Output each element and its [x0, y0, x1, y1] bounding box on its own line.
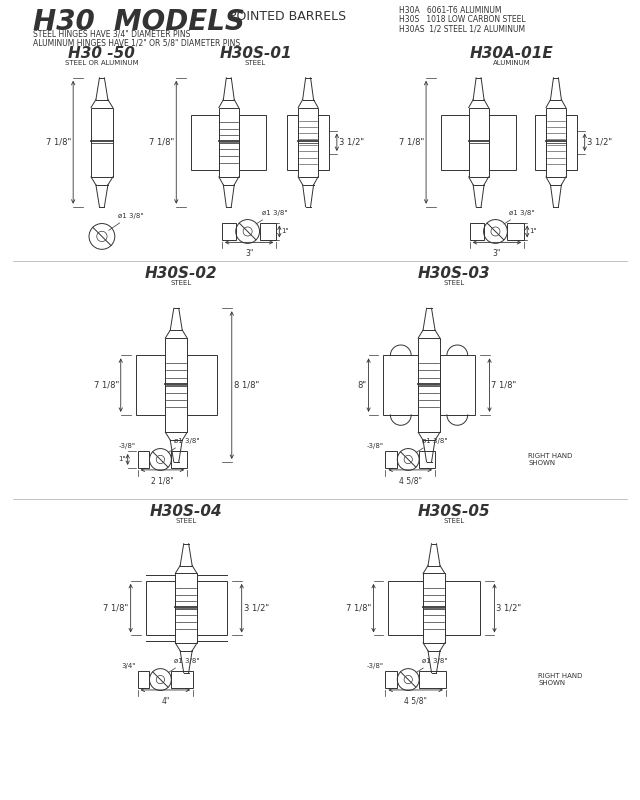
Bar [172, 451, 187, 468]
Bar [136, 355, 165, 415]
Bar [219, 107, 239, 177]
Text: -3/8": -3/8" [118, 443, 136, 449]
Bar [383, 355, 418, 415]
Text: ALUMINUM HINGES HAVE 1/2" OR 5/8" DIAMETER PINS: ALUMINUM HINGES HAVE 1/2" OR 5/8" DIAMET… [33, 38, 239, 47]
Bar [441, 115, 468, 170]
Text: 8 1/8": 8 1/8" [234, 381, 259, 390]
Bar [508, 222, 524, 240]
Text: STEEL: STEEL [444, 280, 465, 286]
Bar [418, 338, 440, 432]
Bar [172, 671, 193, 688]
Text: 7 1/8": 7 1/8" [346, 604, 372, 613]
Text: ø1 3/8": ø1 3/8" [168, 658, 200, 673]
Bar [165, 338, 187, 432]
Bar [145, 581, 175, 635]
Bar [419, 671, 446, 688]
Text: ø1 3/8": ø1 3/8" [504, 210, 535, 224]
Text: 1": 1" [118, 457, 125, 462]
Bar [222, 222, 236, 240]
Bar [385, 451, 397, 468]
Text: ø1 3/8": ø1 3/8" [416, 438, 447, 453]
Text: 7 1/8": 7 1/8" [46, 138, 71, 146]
Text: H30AS  1/2 STEEL 1/2 ALUMINUM: H30AS 1/2 STEEL 1/2 ALUMINUM [399, 24, 525, 34]
Text: 4 5/8": 4 5/8" [404, 697, 427, 706]
Text: STEEL OR ALUMINUM: STEEL OR ALUMINUM [65, 60, 139, 66]
Text: 7 1/8": 7 1/8" [149, 138, 174, 146]
Text: 3": 3" [245, 250, 253, 258]
Bar [191, 115, 219, 170]
Bar [239, 115, 266, 170]
Text: -3/8": -3/8" [367, 663, 383, 669]
Bar [175, 574, 197, 643]
Text: ø1 3/8": ø1 3/8" [168, 438, 200, 453]
Text: 7 1/8": 7 1/8" [399, 138, 424, 146]
Text: 8": 8" [358, 381, 367, 390]
Bar [138, 451, 150, 468]
Text: ø1 3/8": ø1 3/8" [416, 658, 447, 673]
Text: H30A   6061-T6 ALUMINUM: H30A 6061-T6 ALUMINUM [399, 6, 502, 15]
Bar [187, 355, 217, 415]
Text: H30S-03: H30S-03 [417, 266, 490, 281]
Bar [440, 355, 475, 415]
Bar [546, 107, 566, 177]
Text: STEEL HINGES HAVE 3/4" DIAMETER PINS: STEEL HINGES HAVE 3/4" DIAMETER PINS [33, 30, 190, 38]
Bar [197, 581, 227, 635]
Text: 7 1/8": 7 1/8" [492, 381, 516, 390]
Text: 7 1/8": 7 1/8" [93, 381, 119, 390]
Text: 3/4": 3/4" [121, 663, 136, 669]
Bar [138, 671, 150, 688]
Bar [298, 107, 318, 177]
Text: POINTED BARRELS: POINTED BARRELS [228, 10, 346, 23]
Text: ALUMINUM: ALUMINUM [492, 60, 530, 66]
Bar [535, 114, 546, 170]
Text: H30S-04: H30S-04 [150, 504, 223, 519]
Bar [318, 114, 329, 170]
Text: 4": 4" [161, 697, 170, 706]
Bar [423, 574, 445, 643]
Text: H30 -50: H30 -50 [68, 46, 135, 61]
Text: H30A-01E: H30A-01E [470, 46, 553, 61]
Text: -3/8": -3/8" [367, 443, 383, 449]
Text: RIGHT HAND
SHOWN: RIGHT HAND SHOWN [538, 673, 582, 686]
Text: 3 1/2": 3 1/2" [339, 138, 364, 146]
Text: 3 1/2": 3 1/2" [244, 604, 269, 613]
Text: STEEL: STEEL [245, 60, 266, 66]
Text: H30S-05: H30S-05 [417, 504, 490, 519]
Bar [566, 114, 577, 170]
Text: 3 1/2": 3 1/2" [497, 604, 522, 613]
Text: 1": 1" [282, 229, 289, 234]
Text: ø1 3/8": ø1 3/8" [256, 210, 287, 224]
Text: H30S-01: H30S-01 [220, 46, 292, 61]
Bar [445, 581, 479, 635]
Bar [388, 581, 423, 635]
Text: STEEL: STEEL [171, 280, 192, 286]
Text: H30  MODELS: H30 MODELS [33, 9, 244, 37]
Text: 1": 1" [529, 229, 537, 234]
Text: STEEL: STEEL [175, 518, 196, 524]
Text: 3 1/2": 3 1/2" [587, 138, 612, 146]
Text: H30S-02: H30S-02 [145, 266, 218, 281]
Bar [419, 451, 435, 468]
Text: RIGHT HAND
SHOWN: RIGHT HAND SHOWN [528, 453, 573, 466]
Text: 4 5/8": 4 5/8" [399, 477, 422, 486]
Bar [287, 114, 298, 170]
Text: 7 1/8": 7 1/8" [104, 604, 129, 613]
Text: 3": 3" [493, 250, 501, 258]
Bar [488, 115, 516, 170]
Bar [260, 222, 276, 240]
Bar [91, 107, 113, 177]
Bar [470, 222, 484, 240]
Text: H30S   1018 LOW CARBON STEEL: H30S 1018 LOW CARBON STEEL [399, 15, 526, 24]
Text: 2 1/8": 2 1/8" [151, 477, 173, 486]
Text: STEEL: STEEL [444, 518, 465, 524]
Text: ø1 3/8": ø1 3/8" [109, 213, 143, 230]
Bar [385, 671, 397, 688]
Bar [468, 107, 488, 177]
